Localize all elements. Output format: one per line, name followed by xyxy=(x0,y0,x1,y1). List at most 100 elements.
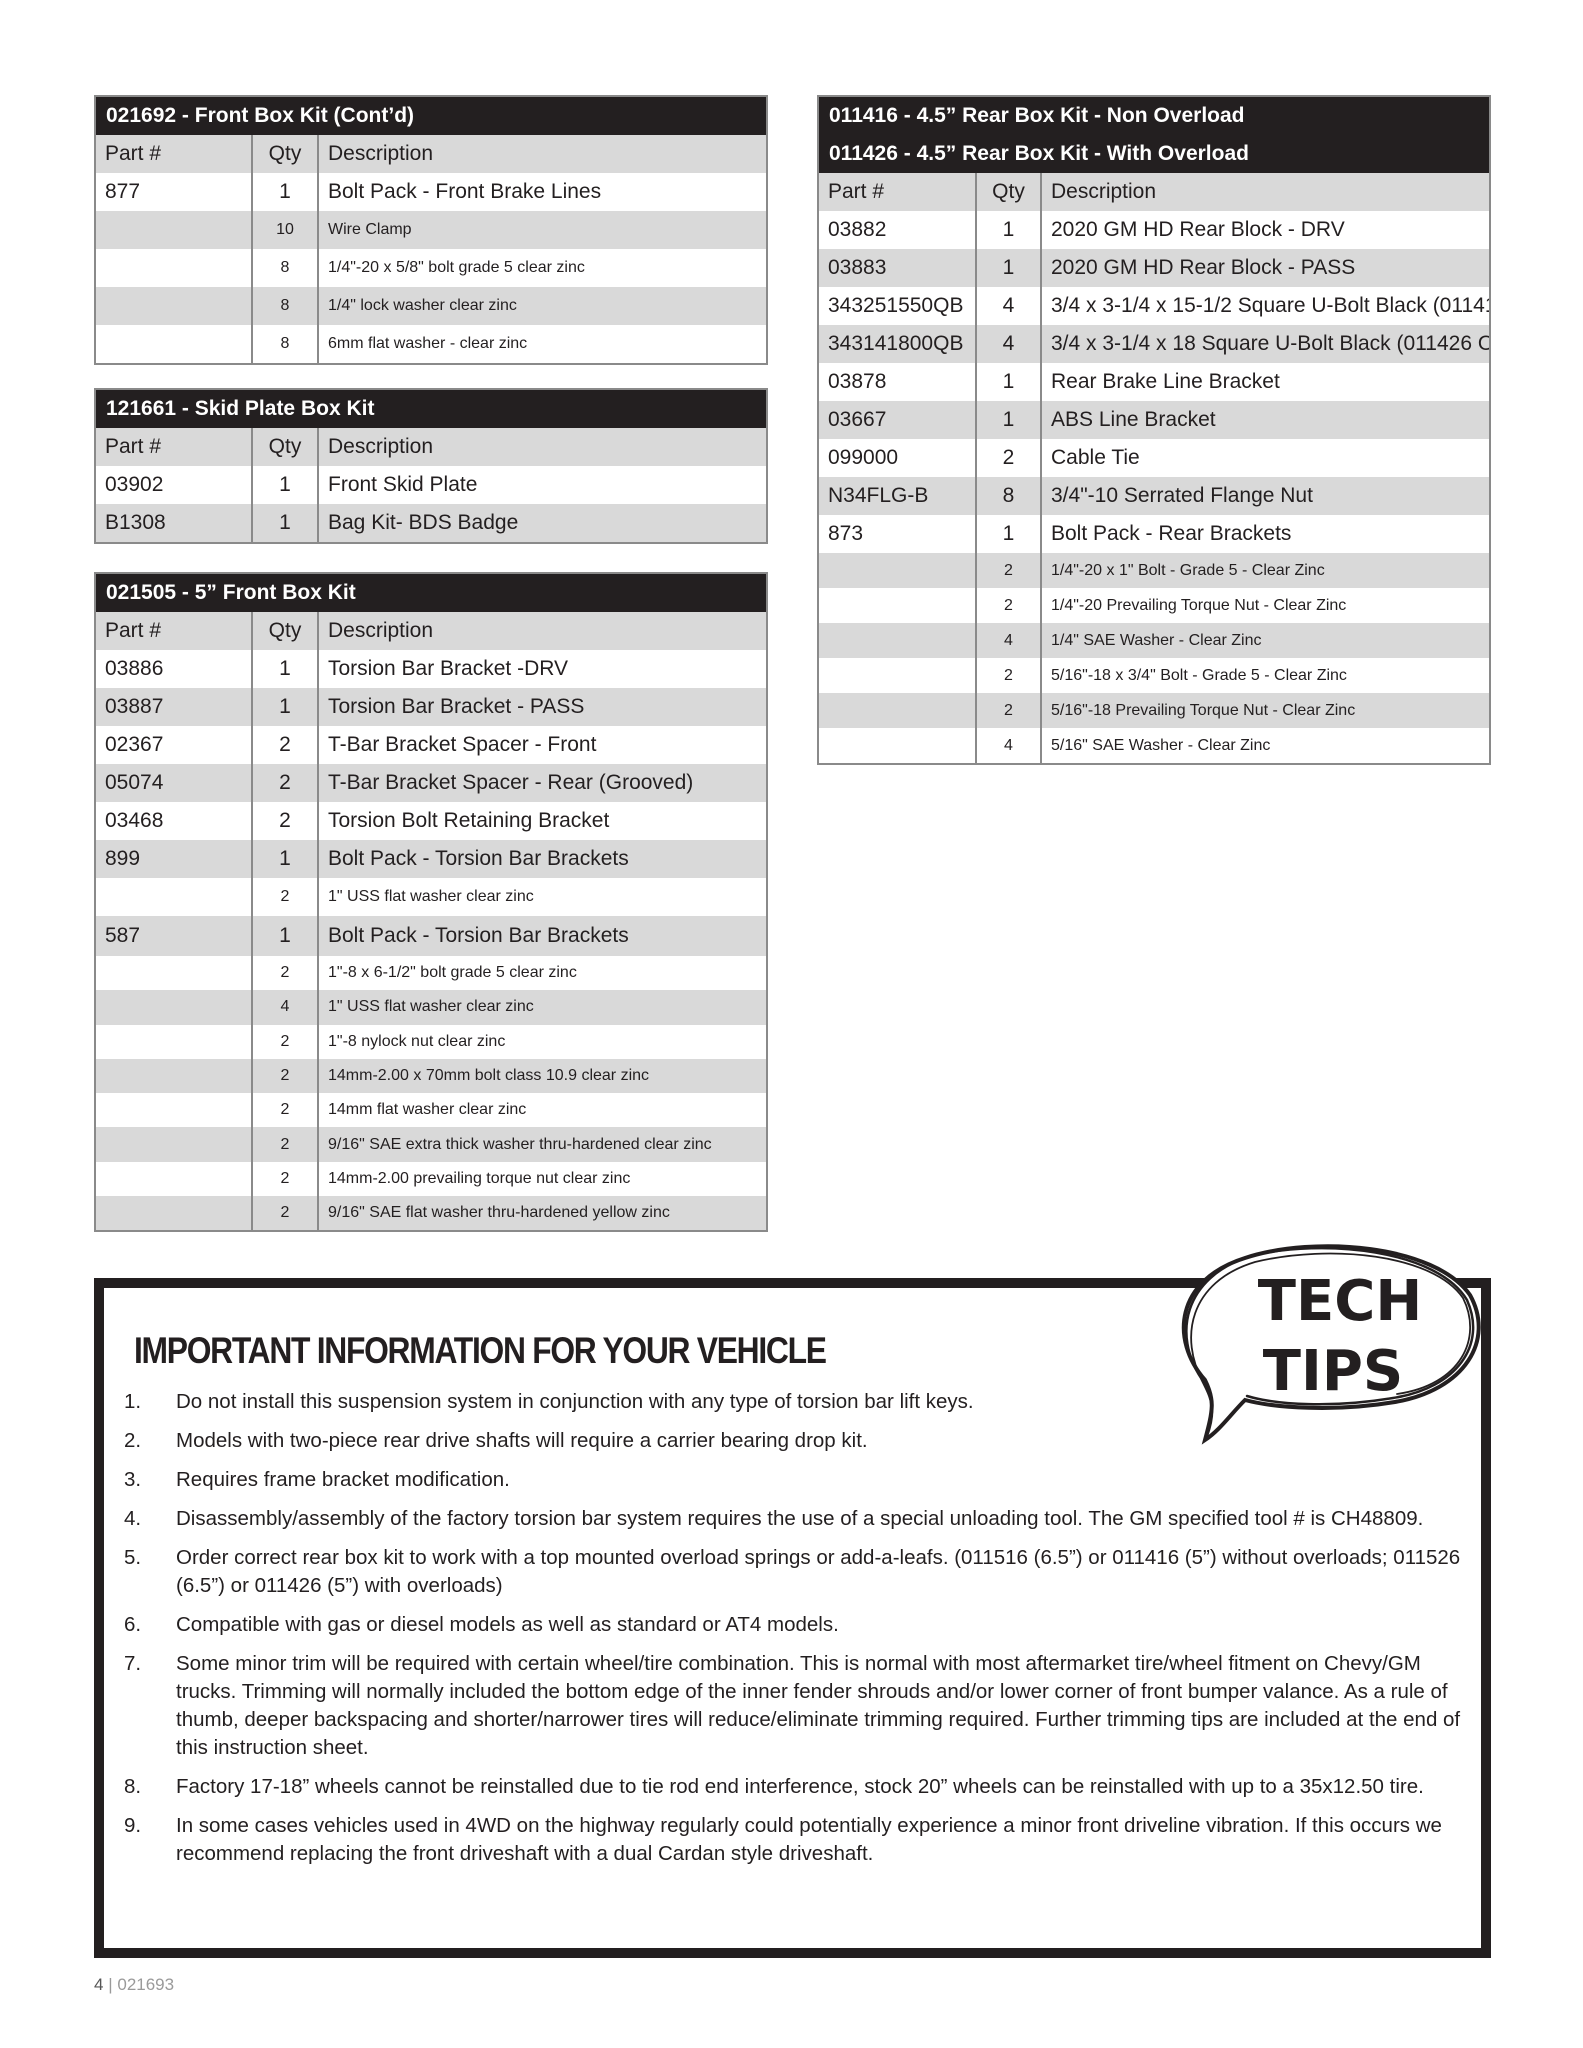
quantity: 4 xyxy=(977,287,1042,325)
column-header-part: Part # xyxy=(96,428,253,466)
part-number xyxy=(96,956,253,991)
quantity: 2 xyxy=(253,802,319,840)
table-row: 2 5/16"-18 x 3/4" Bolt - Grade 5 - Clear … xyxy=(819,658,1489,693)
part-number: B1308 xyxy=(96,504,253,542)
table-row: 03667 1 ABS Line Bracket xyxy=(819,401,1489,439)
description: 6mm flat washer - clear zinc xyxy=(328,335,528,352)
column-header-desc: Description xyxy=(328,435,434,458)
table-row: 099000 2 Cable Tie xyxy=(819,439,1489,477)
description: Bag Kit- BDS Badge xyxy=(328,511,519,534)
description: 9/16" SAE extra thick washer thru-harden… xyxy=(328,1135,712,1153)
column-header-desc: Description xyxy=(328,142,434,165)
description: 1/4"-20 x 1" Bolt - Grade 5 - Clear Zinc xyxy=(1051,561,1325,579)
info-item: 3. Requires frame bracket modification. xyxy=(124,1466,1464,1494)
part-number: 873 xyxy=(819,515,977,553)
description: Torsion Bolt Retaining Bracket xyxy=(328,809,610,832)
part-number: 899 xyxy=(96,840,253,878)
item-text: Order correct rear box kit to work with … xyxy=(176,1546,1461,1597)
description: 2020 GM HD Rear Block - PASS xyxy=(1051,256,1356,279)
description: Bolt Pack - Front Brake Lines xyxy=(328,180,602,203)
part-number xyxy=(96,1058,253,1094)
info-item: 9. In some cases vehicles used in 4WD on … xyxy=(124,1812,1464,1868)
table-row: 03878 1 Rear Brake Line Bracket xyxy=(819,363,1489,401)
info-item: 6. Compatible with gas or diesel models a… xyxy=(124,1611,1464,1639)
table-title: 021692 - Front Box Kit (Cont’d) xyxy=(96,97,766,135)
description: Torsion Bar Bracket - PASS xyxy=(328,695,585,718)
description: Bolt Pack - Torsion Bar Brackets xyxy=(328,847,629,870)
column-header-qty: Qty xyxy=(253,428,319,466)
info-item: 5. Order correct rear box kit to work wit… xyxy=(124,1544,1464,1600)
quantity: 1 xyxy=(253,504,319,542)
tech-tips-line2: TIPS xyxy=(1263,1339,1403,1404)
description: 1/4" SAE Washer - Clear Zinc xyxy=(1051,631,1262,649)
quantity: 1 xyxy=(253,173,319,211)
table-row: 899 1 Bolt Pack - Torsion Bar Brackets xyxy=(96,840,766,878)
document-number: 021693 xyxy=(117,1975,175,1994)
info-item: 8. Factory 17-18” wheels cannot be reinst… xyxy=(124,1773,1464,1801)
table-row: 4 1/4" SAE Washer - Clear Zinc xyxy=(819,623,1489,658)
part-number: 03667 xyxy=(819,401,977,439)
table-title: 011416 - 4.5” Rear Box Kit - Non Overloa… xyxy=(819,97,1489,173)
quantity: 2 xyxy=(977,658,1042,693)
item-text: Disassembly/assembly of the factory tors… xyxy=(176,1507,1424,1530)
description: 1" USS flat washer clear zinc xyxy=(328,998,534,1016)
description: Rear Brake Line Bracket xyxy=(1051,370,1280,393)
quantity: 2 xyxy=(977,588,1042,623)
part-number: 03883 xyxy=(819,249,977,287)
quantity: 2 xyxy=(253,764,319,802)
description: Bolt Pack - Torsion Bar Brackets xyxy=(328,924,629,947)
quantity: 1 xyxy=(253,840,319,878)
quantity: 8 xyxy=(253,249,319,287)
info-item: 4. Disassembly/assembly of the factory to… xyxy=(124,1505,1464,1533)
description: 5/16" SAE Washer - Clear Zinc xyxy=(1051,736,1271,754)
quantity: 1 xyxy=(977,401,1042,439)
kit-table-121661: 121661 - Skid Plate Box Kit Part # Qty Desc… xyxy=(94,388,768,544)
description: T-Bar Bracket Spacer - Front xyxy=(328,733,597,756)
column-header-part: Part # xyxy=(96,135,253,173)
quantity: 2 xyxy=(253,878,319,916)
item-number: 3. xyxy=(124,1468,142,1491)
table-row: 03882 1 2020 GM HD Rear Block - DRV xyxy=(819,211,1489,249)
table-row: 4 5/16" SAE Washer - Clear Zinc xyxy=(819,728,1489,763)
quantity: 1 xyxy=(253,466,319,504)
quantity: 2 xyxy=(253,1024,319,1059)
table-row: 2 9/16" SAE extra thick washer thru-harde… xyxy=(96,1127,766,1162)
part-number: 03902 xyxy=(96,466,253,504)
description: Bolt Pack - Rear Brackets xyxy=(1051,522,1292,545)
part-number xyxy=(96,1093,253,1128)
table-row: 03883 1 2020 GM HD Rear Block - PASS xyxy=(819,249,1489,287)
quantity: 1 xyxy=(253,688,319,726)
table-row: N34FLG-B 8 3/4"-10 Serrated Flange Nut xyxy=(819,477,1489,515)
item-number: 7. xyxy=(124,1652,142,1675)
item-number: 9. xyxy=(124,1814,142,1837)
description: 2020 GM HD Rear Block - DRV xyxy=(1051,218,1345,241)
part-number: 587 xyxy=(96,916,253,956)
info-item: 2. Models with two-piece rear drive shaft… xyxy=(124,1427,1464,1455)
column-header-qty: Qty xyxy=(253,612,319,650)
description: 14mm-2.00 x 70mm bolt class 10.9 clear z… xyxy=(328,1067,650,1085)
item-number: 8. xyxy=(124,1775,142,1798)
description: 1/4"-20 Prevailing Torque Nut - Clear Zi… xyxy=(1051,596,1347,614)
column-header-desc: Description xyxy=(328,619,434,642)
description: 3/4 x 3-1/4 x 18 Square U-Bolt Black (01… xyxy=(1051,332,1489,355)
table-row: 2 5/16"-18 Prevailing Torque Nut - Clear … xyxy=(819,693,1489,728)
column-header-desc: Description xyxy=(1051,180,1157,203)
part-number: 03886 xyxy=(96,650,253,688)
description: Torsion Bar Bracket -DRV xyxy=(328,657,569,680)
item-text: Factory 17-18” wheels cannot be reinstal… xyxy=(176,1775,1424,1798)
table-row: 2 14mm-2.00 x 70mm bolt class 10.9 clear … xyxy=(96,1058,766,1094)
quantity: 2 xyxy=(253,1127,319,1162)
part-number: 099000 xyxy=(819,439,977,477)
description: 9/16" SAE flat washer thru-hardened yell… xyxy=(328,1204,670,1222)
part-number: 03878 xyxy=(819,363,977,401)
quantity: 1 xyxy=(253,650,319,688)
table-title: 121661 - Skid Plate Box Kit xyxy=(96,390,766,428)
description: 14mm flat washer clear zinc xyxy=(328,1101,527,1119)
part-number xyxy=(96,878,253,916)
quantity: 2 xyxy=(977,439,1042,477)
table-row: 8 1/4"-20 x 5/8" bolt grade 5 clear zinc xyxy=(96,249,766,287)
quantity: 8 xyxy=(253,287,319,325)
item-text: Requires frame bracket modification. xyxy=(176,1468,510,1491)
description: 3/4"-10 Serrated Flange Nut xyxy=(1051,484,1313,507)
table-row: 10 Wire Clamp xyxy=(96,211,766,249)
